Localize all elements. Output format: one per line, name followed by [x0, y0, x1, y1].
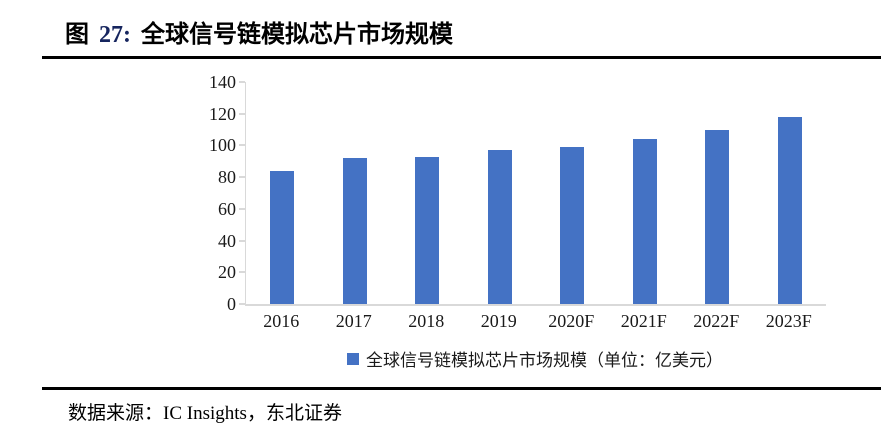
x-tick-label: 2016: [263, 311, 300, 331]
bar-2023F: [777, 116, 802, 304]
x-tick-label: 2020F: [548, 311, 595, 331]
figure-title-text: 全球信号链模拟芯片市场规模: [141, 22, 453, 48]
y-tick-mark: [239, 81, 245, 83]
y-tick-mark: [239, 176, 245, 179]
bar-slot: [754, 82, 827, 304]
y-tick-label: 80: [218, 167, 236, 188]
legend-swatch-icon: [347, 352, 359, 365]
y-tick-mark: [239, 144, 245, 147]
title-divider-line: [42, 56, 881, 59]
figure-label: 图: [65, 22, 89, 48]
y-tick-mark: [239, 112, 245, 115]
y-tick-mark: [239, 303, 245, 305]
y-tick-label: 40: [218, 230, 236, 251]
y-tick-label: 120: [209, 103, 236, 124]
x-tick-label: 2021F: [620, 311, 667, 331]
figure-title: 图 27: 全球信号链模拟芯片市场规模: [65, 14, 453, 49]
x-tick-label: 2017: [335, 311, 372, 331]
bar-slot: [681, 82, 754, 304]
x-tick-label: 2023F: [765, 311, 812, 331]
bar-slot: [246, 82, 319, 304]
data-source-prefix: 数据来源：: [68, 403, 164, 424]
bar-2022F: [705, 129, 730, 304]
y-tick-label: 60: [218, 198, 236, 219]
bar-slot: [464, 82, 537, 304]
bar-2021F: [632, 139, 657, 304]
y-tick-label: 140: [209, 72, 236, 92]
y-axis-labels: 0 20 40 60 80 100 120 140: [150, 72, 236, 314]
plot-area: [239, 81, 827, 306]
y-tick-label: 0: [227, 294, 236, 314]
legend-label: 全球信号链模拟芯片市场规模（单位：亿美元）: [366, 351, 723, 370]
bar-2017: [342, 158, 367, 304]
bar-2020F: [560, 147, 585, 304]
bar-slot: [319, 82, 392, 304]
data-source-text: IC Insights，东北证券: [163, 403, 342, 424]
bar-2019: [487, 150, 512, 304]
bar-slot: [536, 82, 609, 304]
bar-slot: [391, 82, 464, 304]
y-tick-mark: [239, 239, 245, 242]
bar-slot: [609, 82, 682, 304]
x-tick-label: 2022F: [693, 311, 740, 331]
x-tick-label: 2019: [480, 311, 517, 331]
chart-legend: 全球信号链模拟芯片市场规模（单位：亿美元）: [245, 346, 825, 371]
x-axis-labels: 2016 2017 2018 2019 2020F 2021F 2022F 2023F: [245, 311, 825, 332]
footer-divider-line: [42, 387, 881, 390]
figure-number: 27:: [99, 22, 131, 48]
bar-2016: [270, 170, 295, 304]
y-tick-label: 100: [209, 135, 236, 156]
x-tick-label: 2018: [408, 311, 445, 331]
data-source-line: 数据来源：IC Insights，东北证券: [68, 398, 342, 425]
y-tick-mark: [239, 207, 245, 210]
y-tick-mark: [239, 271, 245, 274]
bar-2018: [415, 156, 440, 304]
y-tick-label: 20: [218, 262, 236, 283]
